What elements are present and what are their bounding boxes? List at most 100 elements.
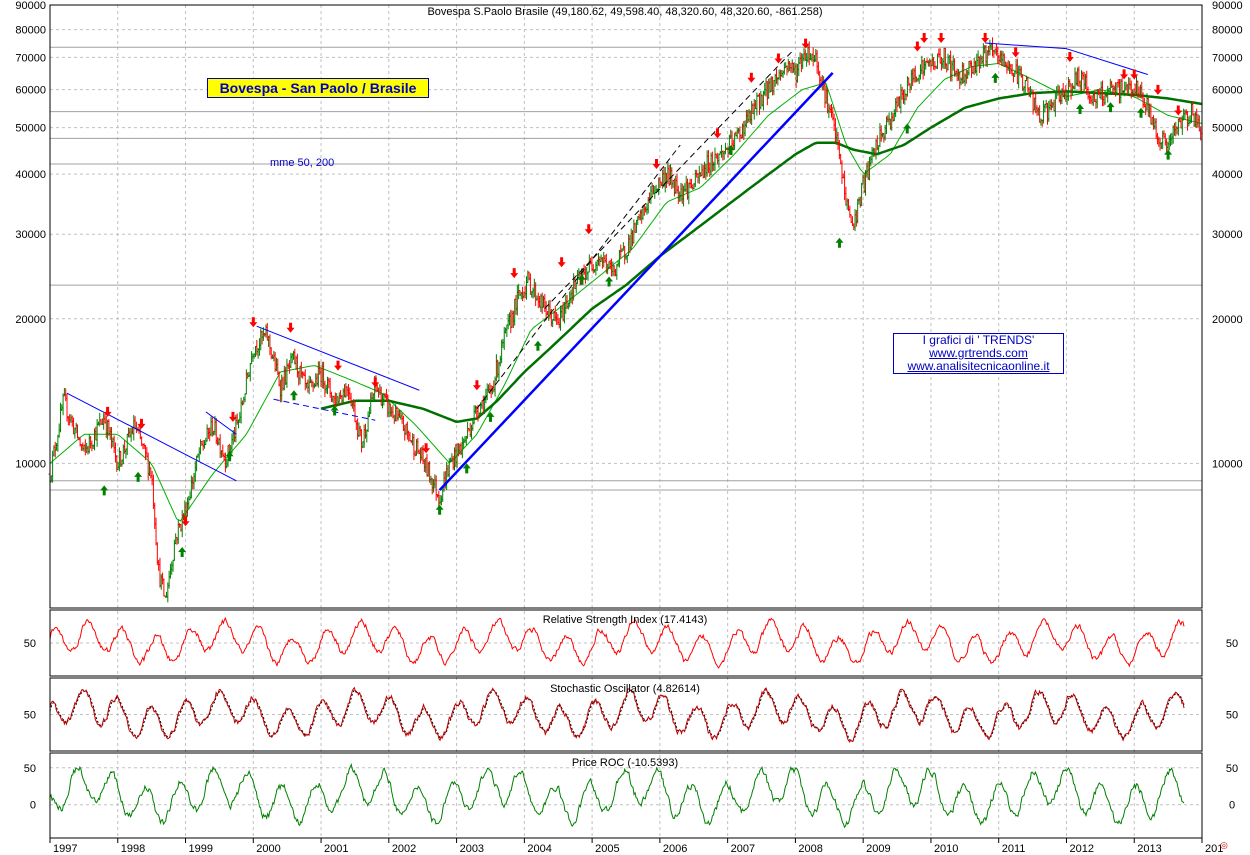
trendline — [438, 72, 834, 491]
x-tick-label: 1999 — [189, 843, 213, 855]
x-tick-label: 2006 — [663, 843, 687, 855]
x-tick-label: 2002 — [392, 843, 416, 855]
sell-arrow-icon — [286, 322, 295, 333]
y-tick-label: 50 — [24, 763, 36, 775]
credits-line: I grafici di ' TRENDS' — [922, 333, 1035, 347]
sell-arrow-icon — [1065, 51, 1074, 62]
buy-arrow-icon — [605, 276, 614, 287]
sell-arrow-icon — [371, 377, 380, 388]
x-tick-label: 2011 — [1002, 843, 1026, 855]
sell-arrow-icon — [801, 38, 810, 49]
buy-arrow-icon — [134, 471, 143, 482]
y-tick-label: 70000 — [1212, 52, 1243, 64]
buy-arrow-icon — [533, 340, 542, 351]
buy-arrow-icon — [330, 405, 339, 416]
buy-arrow-icon — [577, 274, 586, 285]
x-tick-label: 2009 — [866, 843, 890, 855]
sell-arrow-icon — [228, 411, 237, 422]
y-tick-label: 30000 — [15, 229, 46, 241]
buy-arrow-icon — [1076, 103, 1085, 114]
buy-arrow-icon — [835, 237, 844, 248]
y-tick-label: 90000 — [1212, 0, 1243, 12]
sell-arrow-icon — [137, 418, 146, 429]
buy-arrow-icon — [486, 411, 495, 422]
sell-arrow-icon — [1120, 69, 1129, 80]
trendline — [476, 144, 681, 409]
y-tick-label: 50 — [1226, 763, 1238, 775]
horizontal-levels — [50, 46, 1202, 491]
x-tick-label: 1998 — [121, 843, 145, 855]
sell-arrow-icon — [472, 380, 481, 391]
rsi-title: Relative Strength Index (17.4143) — [543, 614, 708, 626]
roc-line — [49, 763, 1185, 829]
trendline — [273, 398, 376, 421]
sell-arrow-icon — [510, 268, 519, 279]
x-tick-label: 2004 — [527, 843, 551, 855]
stoch-title: Stochastic Oscillator (4.82614) — [550, 683, 700, 695]
indicator-panel-frame — [49, 609, 1203, 677]
sell-arrow-icon — [1153, 84, 1162, 95]
y-tick-label: 60000 — [1212, 85, 1243, 97]
buy-arrow-icon — [727, 145, 736, 156]
y-tick-label: 40000 — [15, 169, 46, 181]
buy-arrow-icon — [178, 546, 187, 557]
y-tick-label: 50 — [1226, 638, 1238, 650]
credits-box: I grafici di ' TRENDS' www.grtrends.com … — [893, 333, 1064, 374]
trendline — [985, 42, 1067, 50]
credits-link[interactable]: www.grtrends.com — [929, 346, 1028, 360]
y-tick-label: 50 — [1226, 710, 1238, 722]
sell-arrow-icon — [920, 33, 929, 44]
price-panel-frame — [49, 4, 1203, 609]
buy-arrow-icon — [100, 485, 109, 496]
buy-arrow-icon — [1137, 107, 1146, 118]
x-tick-label: 2005 — [595, 843, 619, 855]
sell-arrow-icon — [584, 224, 593, 235]
y-tick-label: 60000 — [15, 85, 46, 97]
y-tick-label: 0 — [30, 800, 36, 812]
x-tick-label: 1997 — [53, 843, 77, 855]
sell-arrow-icon — [913, 41, 922, 52]
sell-arrow-icon — [981, 33, 990, 44]
roc-title: Price ROC (-10.5393) — [572, 757, 678, 769]
indicator-panel-frame — [49, 677, 1203, 752]
x-tick-label: 2008 — [798, 843, 822, 855]
x-tick-label: 2012 — [1069, 843, 1093, 855]
x-tick-label: 2013 — [1137, 843, 1161, 855]
x-tick-label: 201 — [1205, 843, 1223, 855]
buy-arrow-icon — [435, 504, 444, 515]
chart-title: Bovespa S.Paolo Brasile (49,180.62, 49,5… — [427, 6, 822, 18]
y-tick-label: 50000 — [15, 123, 46, 135]
y-tick-label: 10000 — [15, 458, 46, 470]
y-tick-label: 30000 — [1212, 229, 1243, 241]
sell-arrow-icon — [1130, 69, 1139, 80]
x-tick-label: 2010 — [934, 843, 958, 855]
sell-arrow-icon — [774, 53, 783, 64]
trendline — [66, 392, 237, 482]
buy-arrow-icon — [1164, 149, 1173, 160]
sell-arrow-icon — [422, 443, 431, 454]
copyright-icon: ◎ — [1220, 840, 1228, 850]
sell-arrow-icon — [103, 406, 112, 417]
price-bars — [48, 37, 1203, 603]
index-name-badge: Bovespa - San Paolo / Brasile — [207, 78, 429, 98]
axis-ticks: 1997 1998 1999 2000 2001 2002 2003 2004 2005 2006… — [15, 0, 1242, 855]
y-tick-label: 20000 — [1212, 314, 1243, 326]
sell-arrow-icon — [1174, 105, 1183, 116]
trendline — [256, 325, 420, 391]
x-tick-label: 2001 — [324, 843, 348, 855]
x-tick-label: 2003 — [460, 843, 484, 855]
y-tick-label: 80000 — [1212, 25, 1243, 37]
buy-arrow-icon — [991, 72, 1000, 83]
y-tick-label: 50 — [24, 710, 36, 722]
trendline — [205, 411, 237, 435]
y-tick-label: 90000 — [15, 0, 46, 12]
sell-arrow-icon — [652, 159, 661, 170]
sell-arrow-icon — [557, 257, 566, 268]
credits-link[interactable]: www.analisitecnicaonline.it — [907, 359, 1050, 373]
signal-arrows — [100, 33, 1183, 557]
sell-arrow-icon — [713, 128, 722, 139]
y-tick-label: 80000 — [15, 25, 46, 37]
y-tick-label: 0 — [1229, 800, 1235, 812]
sell-arrow-icon — [1011, 47, 1020, 58]
